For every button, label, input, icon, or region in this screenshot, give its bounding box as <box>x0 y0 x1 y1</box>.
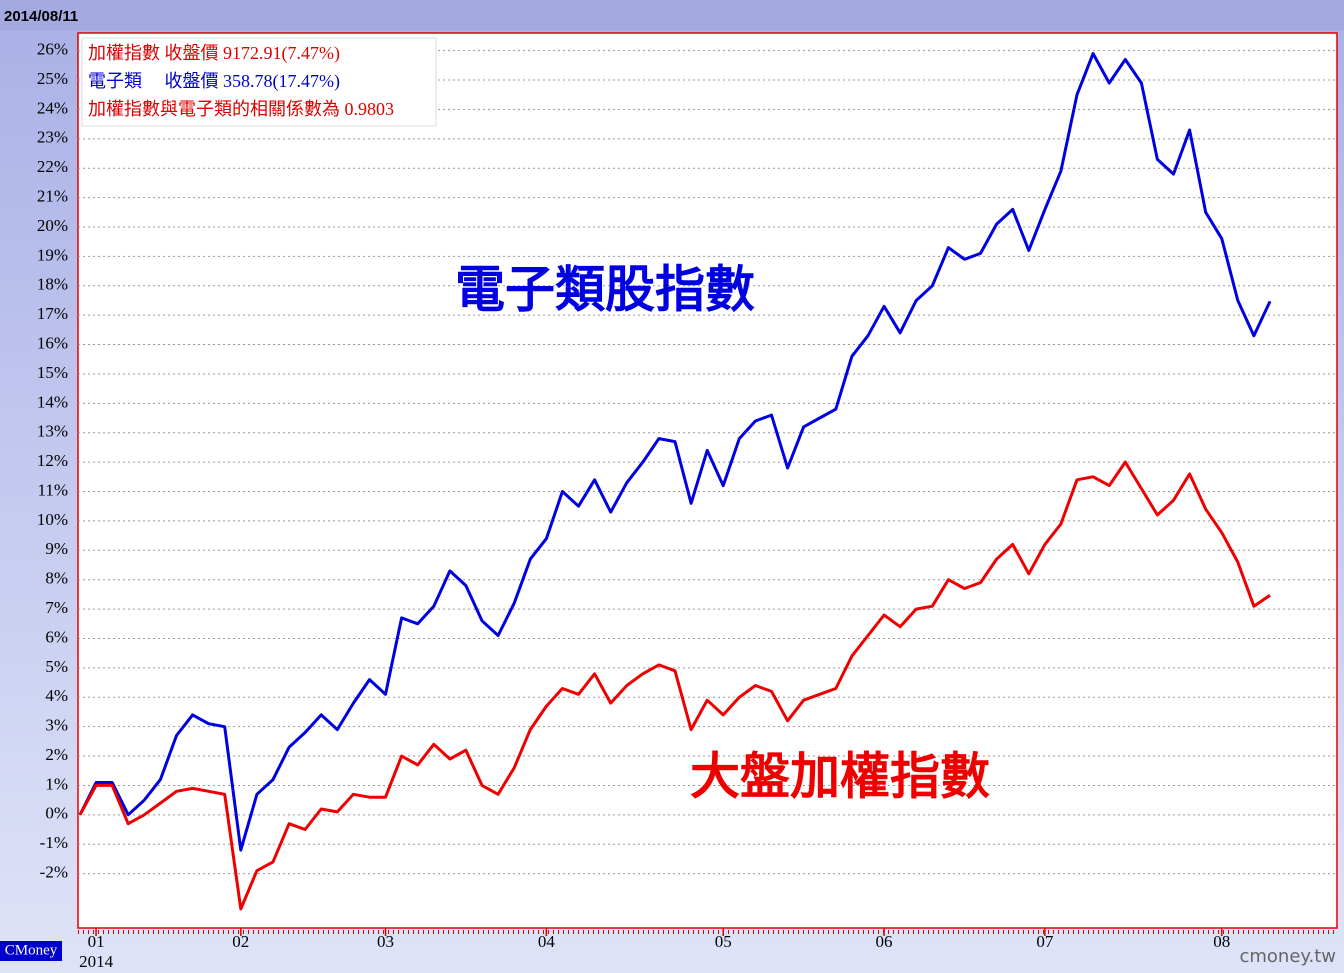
y-tick-label: 20% <box>37 216 68 235</box>
y-tick-label: 13% <box>37 422 68 441</box>
y-tick-label: 4% <box>45 686 68 705</box>
y-tick-label: 22% <box>37 157 68 176</box>
y-tick-label: 19% <box>37 245 68 264</box>
y-tick-label: 6% <box>45 627 68 646</box>
content: -2% -1% 0% 1% 2% 3% 4% 5% 6% 7% 8% 9% 10% 11% 12% 13% 14… <box>37 40 1337 971</box>
x-tick-label: 02 <box>232 932 249 951</box>
y-tick-label: 16% <box>37 333 68 352</box>
y-tick-label: 23% <box>37 128 68 147</box>
series-label: 大盤加權指數 <box>690 748 990 806</box>
y-tick-label: 8% <box>45 569 68 588</box>
x-tick-label: 07 <box>1036 932 1054 951</box>
y-tick-label: 2% <box>45 745 68 764</box>
brand-left-bg <box>0 941 62 961</box>
info-line: 加權指數 收盤價 9172.91(7.47%) <box>88 43 340 64</box>
y-tick-label: -1% <box>40 833 68 852</box>
y-tick-label: 9% <box>45 539 68 558</box>
y-tick-label: 14% <box>37 392 68 411</box>
brand-left: CMoney <box>5 942 58 958</box>
plot-area <box>77 32 1338 929</box>
year-label: 2014 <box>79 952 114 971</box>
x-tick-label: 04 <box>538 932 556 951</box>
y-tick-label: 25% <box>37 69 68 88</box>
y-tick-label: 26% <box>37 40 68 59</box>
y-tick-label: 24% <box>37 98 68 117</box>
y-tick-label: 17% <box>37 304 68 323</box>
info-line: 加權指數與電子類的相關係數為 0.9803 <box>88 99 394 119</box>
x-tick-label: 08 <box>1213 932 1230 951</box>
y-tick-label: 11% <box>37 480 68 499</box>
y-tick-label: 12% <box>37 451 68 470</box>
y-tick-label: 10% <box>37 510 68 529</box>
x-tick-label: 03 <box>377 932 394 951</box>
brand-right: cmoney.tw <box>1239 946 1336 967</box>
y-tick-label: 0% <box>45 804 68 823</box>
info-line: 電子類 收盤價 358.78(17.47%) <box>88 71 340 92</box>
series-label: 電子類股指數 <box>455 261 755 319</box>
y-tick-label: 1% <box>45 774 68 793</box>
series-line <box>78 460 1271 911</box>
header-band <box>0 0 1344 30</box>
y-tick-label: -2% <box>40 863 68 882</box>
x-tick-label: 05 <box>715 932 732 951</box>
y-tick-label: 5% <box>45 657 68 676</box>
x-tick-label: 06 <box>876 932 893 951</box>
y-tick-label: 21% <box>37 187 68 206</box>
date: 2014/08/11 <box>4 8 78 25</box>
x-tick-label: 01 <box>88 932 105 951</box>
info-box <box>81 37 437 127</box>
series-line <box>78 52 1272 852</box>
y-tick-label: 3% <box>45 716 68 735</box>
y-tick-label: 18% <box>37 275 68 294</box>
y-tick-label: 15% <box>37 363 68 382</box>
y-tick-label: 7% <box>45 598 68 617</box>
